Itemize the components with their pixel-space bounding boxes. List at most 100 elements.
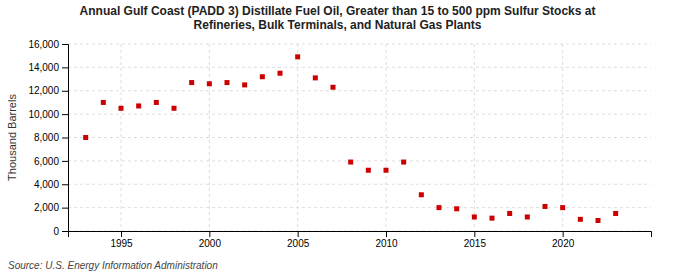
axis-line xyxy=(62,45,69,232)
point xyxy=(83,135,88,140)
tick-label: 8,000 xyxy=(34,132,59,143)
tick-label: 1995 xyxy=(110,238,133,249)
point xyxy=(189,80,194,85)
grid-line xyxy=(297,44,298,231)
tick-label: 2015 xyxy=(464,238,487,249)
tick: 2015 xyxy=(464,231,487,249)
tick-label: 14,000 xyxy=(28,62,59,73)
tick-mark xyxy=(62,91,68,92)
tick: 2010 xyxy=(375,231,398,249)
point xyxy=(454,206,459,211)
point xyxy=(419,192,424,197)
grid-line xyxy=(68,44,651,45)
grid-line xyxy=(474,44,475,231)
point xyxy=(543,204,548,209)
grid xyxy=(68,44,651,231)
title: Annual Gulf Coast (PADD 3) Distillate Fu… xyxy=(80,4,596,32)
grid-line xyxy=(562,44,563,231)
tick: 16,000 xyxy=(28,39,68,50)
grid-line xyxy=(68,90,651,91)
grid-line xyxy=(68,184,651,185)
tick: 2,000 xyxy=(34,202,68,213)
x-axis: 1995 2000 2005 2010 2015 2020 xyxy=(69,231,652,249)
point xyxy=(154,100,159,105)
tick-mark xyxy=(62,138,68,139)
point xyxy=(472,214,477,219)
grid-line xyxy=(68,114,651,115)
chart: Annual Gulf Coast (PADD 3) Distillate Fu… xyxy=(0,0,675,275)
grid-line xyxy=(386,44,387,231)
grid-line xyxy=(121,44,122,231)
tick-label: 12,000 xyxy=(28,85,59,96)
point xyxy=(560,205,565,210)
source: Source: U.S. Energy Information Administ… xyxy=(8,260,218,271)
plot-area: 1995 2000 2005 2010 2015 2020 0 2,000 4,000 6,000… xyxy=(28,39,651,249)
point xyxy=(136,103,141,108)
tick: 14,000 xyxy=(28,62,68,73)
grid-line xyxy=(68,160,651,161)
tick-label: 2005 xyxy=(287,238,310,249)
point xyxy=(260,74,265,79)
point xyxy=(401,160,406,165)
tick-mark xyxy=(121,231,122,237)
grid-line xyxy=(209,44,210,231)
point xyxy=(578,217,583,222)
grid-line xyxy=(68,67,651,68)
tick-label: 2000 xyxy=(199,238,222,249)
tick-mark xyxy=(62,161,68,162)
point xyxy=(384,168,389,173)
tick-label: 2020 xyxy=(552,238,575,249)
tick-mark xyxy=(474,231,475,237)
tick-label: 2010 xyxy=(375,238,398,249)
tick: 2020 xyxy=(552,231,575,249)
point xyxy=(119,106,124,111)
tick-mark xyxy=(62,67,68,68)
tick-mark xyxy=(62,208,68,209)
point xyxy=(366,168,371,173)
tick-mark xyxy=(62,114,68,115)
tick: 4,000 xyxy=(34,179,68,190)
point xyxy=(313,75,318,80)
point xyxy=(490,216,495,221)
point xyxy=(101,100,106,105)
point xyxy=(295,54,300,59)
point xyxy=(331,85,336,90)
point xyxy=(225,80,230,85)
tick-label: 4,000 xyxy=(34,179,59,190)
point xyxy=(507,211,512,216)
tick: 2000 xyxy=(199,231,222,249)
point xyxy=(242,82,247,87)
point xyxy=(207,81,212,86)
tick-mark xyxy=(298,231,299,237)
tick: 8,000 xyxy=(34,132,68,143)
points xyxy=(83,54,618,223)
tick-mark xyxy=(386,231,387,237)
tick-label: 0 xyxy=(53,226,59,237)
tick: 10,000 xyxy=(28,109,68,120)
point xyxy=(278,71,283,76)
tick: 12,000 xyxy=(28,85,68,96)
tick-mark xyxy=(62,184,68,185)
point xyxy=(172,106,177,111)
point xyxy=(613,211,618,216)
tick-mark xyxy=(62,44,68,45)
tick-label: 16,000 xyxy=(28,39,59,50)
grid-line xyxy=(68,137,651,138)
tick-label: 2,000 xyxy=(34,202,59,213)
tick-mark xyxy=(563,231,564,237)
tick-mark xyxy=(62,231,68,232)
tick: 2005 xyxy=(287,231,310,249)
point xyxy=(348,160,353,165)
tick: 6,000 xyxy=(34,156,68,167)
tick-label: 10,000 xyxy=(28,109,59,120)
axis-line xyxy=(69,232,652,238)
y-axis: 0 2,000 4,000 6,000 8,000 10,000 12,000 14,000 1… xyxy=(28,39,68,237)
tick-mark xyxy=(209,231,210,237)
tick-label: 6,000 xyxy=(34,156,59,167)
tick: 0 xyxy=(53,226,68,237)
y-axis-title: Thousand Barrels xyxy=(6,94,18,181)
point xyxy=(525,214,530,219)
point xyxy=(437,205,442,210)
tick: 1995 xyxy=(110,231,133,249)
point xyxy=(596,218,601,223)
